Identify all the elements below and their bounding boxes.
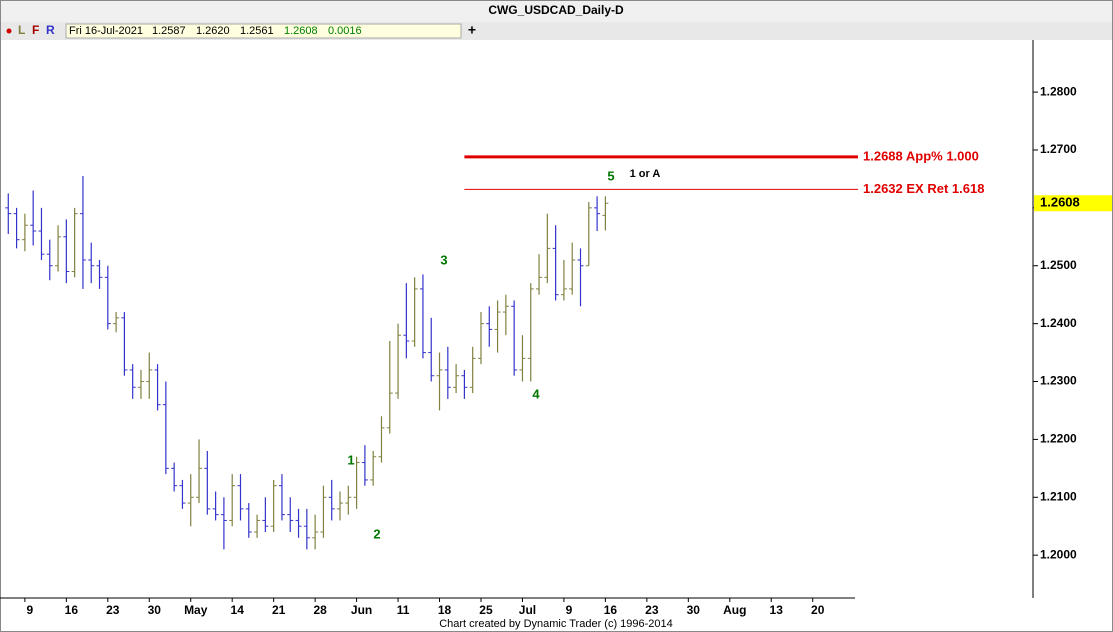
level-label: 1.2688 App% 1.000 bbox=[863, 148, 979, 163]
wave-label: 5 bbox=[607, 168, 614, 183]
info-change: 0.0016 bbox=[328, 25, 362, 37]
wave-label: 4 bbox=[532, 386, 540, 401]
y-tick-label: 1.2500 bbox=[1040, 258, 1077, 272]
y-tick-label: 1.2200 bbox=[1040, 432, 1077, 446]
x-tick-label: Jul bbox=[519, 603, 536, 617]
info-date: Fri 16-Jul-2021 bbox=[69, 25, 143, 37]
x-tick-label: 21 bbox=[272, 603, 286, 617]
x-tick-label: 20 bbox=[811, 603, 825, 617]
y-tick-label: 1.2700 bbox=[1040, 142, 1077, 156]
last-price-box bbox=[1034, 195, 1112, 212]
x-tick-label: Jun bbox=[351, 603, 372, 617]
x-tick-label: 16 bbox=[604, 603, 618, 617]
x-tick-label: 16 bbox=[65, 603, 79, 617]
x-tick-label: 28 bbox=[313, 603, 327, 617]
add-button[interactable]: + bbox=[468, 22, 476, 38]
y-tick-label: 1.2800 bbox=[1040, 84, 1077, 98]
info-high: 1.2620 bbox=[196, 25, 230, 37]
info-close: 1.2608 bbox=[284, 25, 318, 37]
x-tick-label: 23 bbox=[645, 603, 659, 617]
wave-label: 3 bbox=[440, 252, 447, 267]
x-tick-label: May bbox=[184, 603, 208, 617]
footer: Chart created by Dynamic Trader (c) 1996… bbox=[439, 618, 673, 630]
x-tick-label: 30 bbox=[148, 603, 162, 617]
y-tick-label: 1.2000 bbox=[1040, 547, 1077, 561]
x-tick-label: Aug bbox=[723, 603, 746, 617]
wave-label: 2 bbox=[373, 526, 380, 541]
chart-title: CWG_USDCAD_Daily-D bbox=[488, 3, 624, 17]
title-bar bbox=[1, 1, 1112, 22]
x-tick-label: 9 bbox=[566, 603, 573, 617]
last-price-label: 1.2608 bbox=[1040, 195, 1080, 210]
info-open: 1.2587 bbox=[152, 25, 186, 37]
info-low: 1.2561 bbox=[240, 25, 274, 37]
level-label: 1.2632 EX Ret 1.618 bbox=[863, 181, 984, 196]
status-dot bbox=[6, 28, 12, 34]
x-tick-label: 13 bbox=[770, 603, 784, 617]
y-tick-label: 1.2300 bbox=[1040, 374, 1077, 388]
toolbar-letter[interactable]: L bbox=[18, 23, 25, 37]
x-tick-label: 23 bbox=[106, 603, 120, 617]
x-tick-label: 11 bbox=[397, 603, 410, 617]
x-tick-label: 9 bbox=[27, 603, 34, 617]
toolbar-letter[interactable]: R bbox=[46, 23, 55, 37]
wave-label: 1 bbox=[347, 452, 354, 467]
y-tick-label: 1.2400 bbox=[1040, 316, 1077, 330]
x-tick-label: 25 bbox=[479, 603, 493, 617]
x-tick-label: 30 bbox=[687, 603, 701, 617]
y-tick-label: 1.2100 bbox=[1040, 489, 1077, 503]
info-box bbox=[65, 23, 462, 39]
x-tick-label: 14 bbox=[231, 603, 245, 617]
wave-label: 1 or A bbox=[630, 168, 661, 180]
toolbar-letter[interactable]: F bbox=[32, 23, 39, 37]
x-tick-label: 18 bbox=[438, 603, 452, 617]
